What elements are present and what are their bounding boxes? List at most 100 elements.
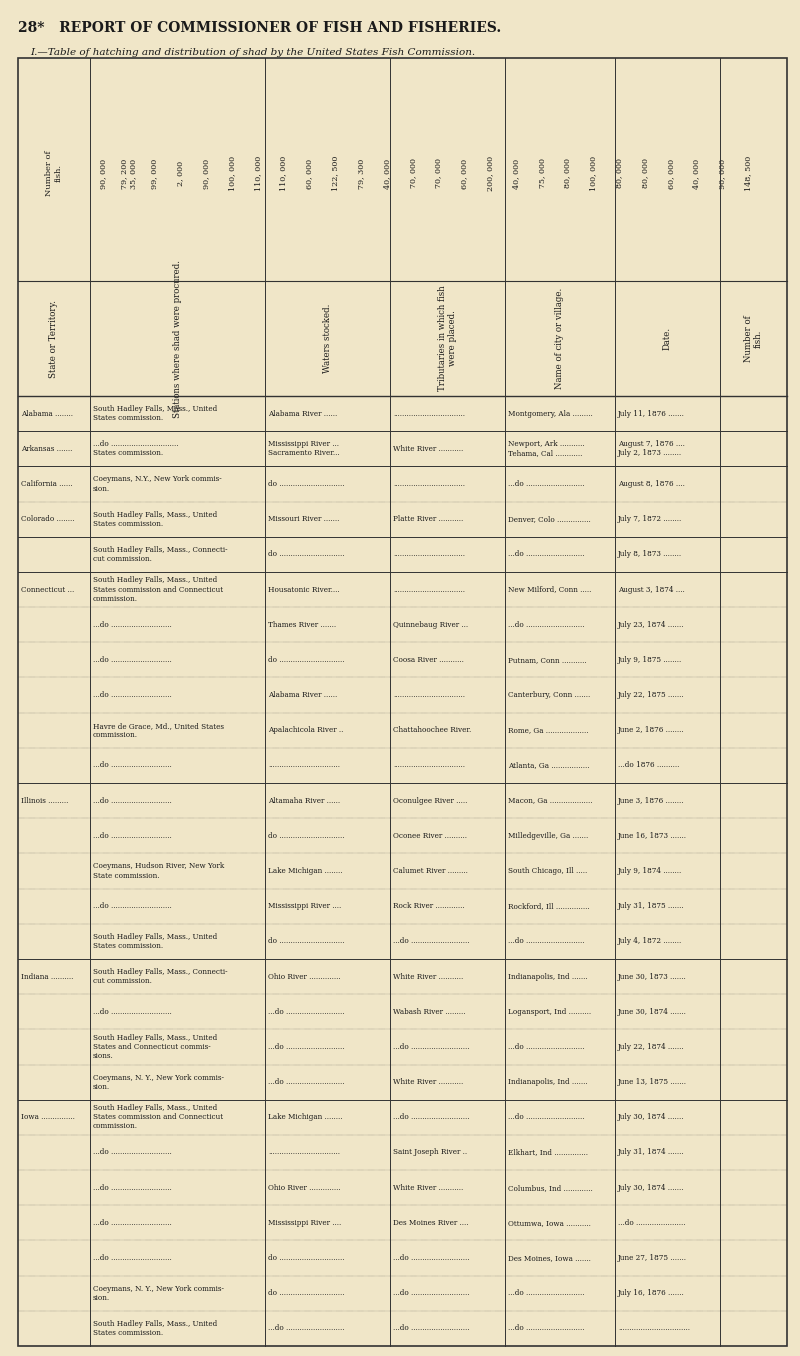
Text: 90, 000: 90, 000 — [99, 159, 107, 188]
Text: ................................: ................................ — [393, 410, 465, 418]
Text: ...do ..........................: ...do .......................... — [268, 1008, 345, 1016]
Text: Mississippi River ...
Sacramento River...: Mississippi River ... Sacramento River..… — [268, 441, 340, 457]
Text: Illinois .........: Illinois ......... — [21, 796, 68, 804]
Text: 79, 200
35, 000: 79, 200 35, 000 — [120, 159, 138, 188]
Text: ...do 1876 ..........: ...do 1876 .......... — [618, 762, 679, 769]
Text: do .............................: do ............................. — [268, 1254, 345, 1262]
Text: 148, 500: 148, 500 — [744, 156, 752, 191]
Text: Apalachicola River ..: Apalachicola River .. — [268, 727, 343, 734]
Text: June 30, 1874 .......: June 30, 1874 ....... — [618, 1008, 687, 1016]
Text: July 8, 1873 ........: July 8, 1873 ........ — [618, 551, 682, 559]
Text: August 7, 1876 ....
July 2, 1873 ........: August 7, 1876 .... July 2, 1873 .......… — [618, 441, 685, 457]
Text: Oconee River ..........: Oconee River .......... — [393, 831, 467, 839]
Text: 110, 000: 110, 000 — [254, 156, 262, 191]
Text: 80, 000: 80, 000 — [615, 159, 623, 188]
Text: ...do ..........................: ...do .......................... — [268, 1325, 345, 1333]
Text: ................................: ................................ — [393, 692, 465, 700]
Text: Alabama River ......: Alabama River ...... — [268, 692, 338, 700]
Text: Canterbury, Conn .......: Canterbury, Conn ....... — [508, 692, 590, 700]
Text: do .............................: do ............................. — [268, 656, 345, 664]
Text: White River ...........: White River ........... — [393, 445, 463, 453]
Text: 40, 000: 40, 000 — [383, 159, 391, 188]
Text: Coosa River ...........: Coosa River ........... — [393, 656, 464, 664]
Text: ...do ..........................: ...do .......................... — [508, 1325, 585, 1333]
Text: Housatonic River....: Housatonic River.... — [268, 586, 340, 594]
Text: ...do ...........................: ...do ........................... — [93, 1219, 172, 1227]
Text: ...do ...........................: ...do ........................... — [93, 1149, 172, 1157]
Text: Number of
fish.: Number of fish. — [744, 315, 763, 362]
Text: July 31, 1874 .......: July 31, 1874 ....... — [618, 1149, 685, 1157]
Text: South Hadley Falls, Mass., Connecti-
cut commission.: South Hadley Falls, Mass., Connecti- cut… — [93, 968, 228, 986]
Text: do .............................: do ............................. — [268, 551, 345, 559]
Text: 28*   REPORT OF COMMISSIONER OF FISH AND FISHERIES.: 28* REPORT OF COMMISSIONER OF FISH AND F… — [18, 20, 502, 35]
Text: Atlanta, Ga .................: Atlanta, Ga ................. — [508, 762, 590, 769]
Text: July 16, 1876 .......: July 16, 1876 ....... — [618, 1290, 685, 1298]
Text: ...do ..........................: ...do .......................... — [393, 1043, 470, 1051]
Text: ...do ...........................: ...do ........................... — [93, 1008, 172, 1016]
Text: ...do ..........................: ...do .......................... — [393, 1325, 470, 1333]
Text: Ohio River ..............: Ohio River .............. — [268, 1184, 341, 1192]
Text: 79, 300: 79, 300 — [357, 159, 365, 188]
Text: Macon, Ga ...................: Macon, Ga ................... — [508, 796, 593, 804]
Text: Saint Joseph River ..: Saint Joseph River .. — [393, 1149, 467, 1157]
Text: 200, 000: 200, 000 — [486, 156, 494, 191]
Text: ................................: ................................ — [393, 762, 465, 769]
Text: ...do ..........................: ...do .......................... — [508, 1043, 585, 1051]
Text: ...do ..........................: ...do .......................... — [508, 480, 585, 488]
Text: Havre de Grace, Md., United States
commission.: Havre de Grace, Md., United States commi… — [93, 721, 224, 739]
Text: June 3, 1876 ........: June 3, 1876 ........ — [618, 796, 685, 804]
Text: Alabama River ......: Alabama River ...... — [268, 410, 338, 418]
Text: Ottumwa, Iowa ...........: Ottumwa, Iowa ........... — [508, 1219, 591, 1227]
Text: 40, 000: 40, 000 — [693, 159, 701, 188]
Text: Coeymans, N. Y., New York commis-
sion.: Coeymans, N. Y., New York commis- sion. — [93, 1284, 224, 1302]
Text: Stations where shad were procured.: Stations where shad were procured. — [173, 259, 182, 418]
Text: ................................: ................................ — [268, 762, 340, 769]
Text: 60, 000: 60, 000 — [306, 159, 314, 188]
Text: June 16, 1873 .......: June 16, 1873 ....... — [618, 831, 687, 839]
Text: 2, 000: 2, 000 — [176, 161, 184, 186]
Text: Putnam, Conn ...........: Putnam, Conn ........... — [508, 656, 586, 664]
Text: Coeymans, N.Y., New York commis-
sion.: Coeymans, N.Y., New York commis- sion. — [93, 476, 222, 492]
Text: South Hadley Falls, Mass., United
States commission.: South Hadley Falls, Mass., United States… — [93, 1319, 218, 1337]
Text: Number of
fish.: Number of fish. — [46, 151, 62, 197]
Text: August 8, 1876 ....: August 8, 1876 .... — [618, 480, 685, 488]
Text: Elkhart, Ind ...............: Elkhart, Ind ............... — [508, 1149, 588, 1157]
Text: Tributaries in which fish
were placed.: Tributaries in which fish were placed. — [438, 286, 458, 392]
Text: Thames River .......: Thames River ....... — [268, 621, 336, 629]
Text: ...do ...........................: ...do ........................... — [93, 796, 172, 804]
Text: Quinnebaug River ...: Quinnebaug River ... — [393, 621, 468, 629]
Text: do .............................: do ............................. — [268, 480, 345, 488]
Text: California ......: California ...... — [21, 480, 73, 488]
Text: June 2, 1876 ........: June 2, 1876 ........ — [618, 727, 685, 734]
Text: South Hadley Falls, Mass., United
States commission and Connecticut
commission.: South Hadley Falls, Mass., United States… — [93, 1104, 223, 1131]
Text: South Hadley Falls, Mass., United
States commission.: South Hadley Falls, Mass., United States… — [93, 511, 218, 527]
Text: Columbus, Ind .............: Columbus, Ind ............. — [508, 1184, 593, 1192]
Text: ...do ..........................: ...do .......................... — [508, 621, 585, 629]
Text: ...do ..........................: ...do .......................... — [508, 1290, 585, 1298]
Text: 80, 000: 80, 000 — [641, 159, 649, 188]
Text: 60, 000: 60, 000 — [460, 159, 468, 188]
Text: ...do ..........................: ...do .......................... — [393, 1254, 470, 1262]
Text: South Chicago, Ill .....: South Chicago, Ill ..... — [508, 866, 587, 875]
Text: ...do ..........................: ...do .......................... — [268, 1043, 345, 1051]
Text: ...do ..........................: ...do .......................... — [393, 1290, 470, 1298]
Text: July 9, 1874 ........: July 9, 1874 ........ — [618, 866, 682, 875]
Text: do .............................: do ............................. — [268, 831, 345, 839]
Text: Indianapolis, Ind .......: Indianapolis, Ind ....... — [508, 972, 588, 980]
Text: 100, 000: 100, 000 — [590, 156, 598, 191]
Text: Calumet River .........: Calumet River ......... — [393, 866, 468, 875]
Text: Arkansas .......: Arkansas ....... — [21, 445, 72, 453]
Text: 122, 500: 122, 500 — [331, 156, 339, 191]
Text: ................................: ................................ — [268, 1149, 340, 1157]
Text: July 11, 1876 .......: July 11, 1876 ....... — [618, 410, 685, 418]
Text: White River ...........: White River ........... — [393, 972, 463, 980]
Text: South Hadley Falls, Mass., United
States commission.: South Hadley Falls, Mass., United States… — [93, 933, 218, 951]
Text: New Milford, Conn .....: New Milford, Conn ..... — [508, 586, 591, 594]
Text: State or Territory.: State or Territory. — [50, 300, 58, 377]
Text: ................................: ................................ — [618, 1325, 690, 1333]
Text: Indianapolis, Ind .......: Indianapolis, Ind ....... — [508, 1078, 588, 1086]
Text: 99, 000: 99, 000 — [150, 159, 158, 188]
Text: ...do ...........................: ...do ........................... — [93, 1254, 172, 1262]
Text: Chattahoochee River.: Chattahoochee River. — [393, 727, 471, 734]
Text: Name of city or village.: Name of city or village. — [555, 287, 565, 389]
